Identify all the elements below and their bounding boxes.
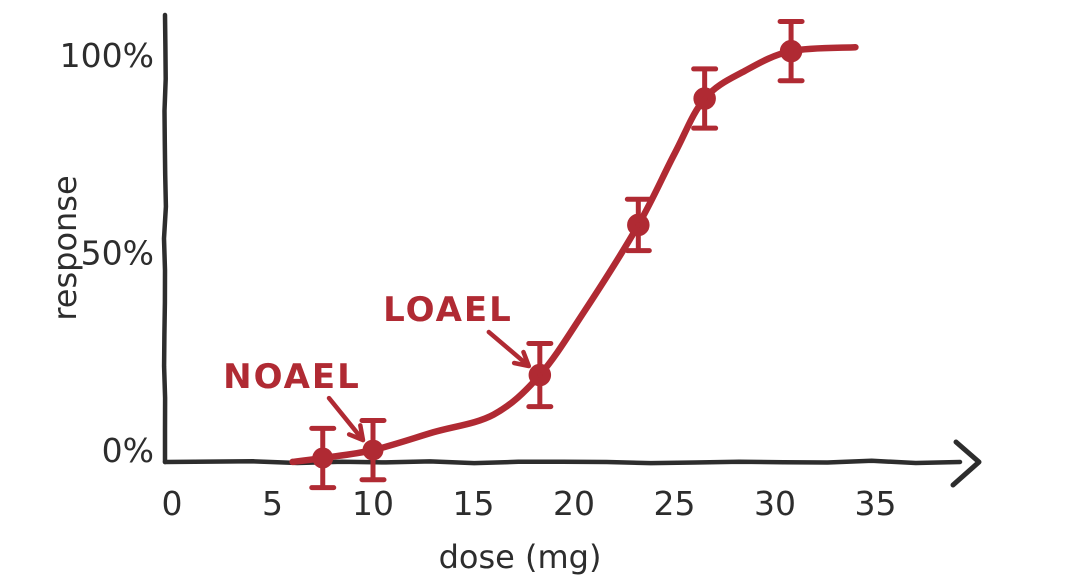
x-tick-label: 15 (453, 484, 495, 523)
noael-label: NOAEL (223, 357, 361, 397)
data-points (312, 39, 803, 469)
y-axis-title: response (46, 175, 84, 320)
y-tick-labels: 0% 50% 100% (60, 36, 154, 470)
error-bar (777, 19, 805, 84)
fit-curve (289, 43, 859, 466)
data-point-marker (362, 439, 384, 461)
axes (161, 12, 982, 488)
x-tick-label: 5 (262, 484, 283, 523)
data-point-marker (779, 39, 803, 63)
annotation-loael: LOAEL (383, 290, 532, 369)
x-tick-label: 25 (654, 484, 696, 523)
x-tick-label: 0 (162, 484, 183, 523)
data-point-marker (312, 447, 334, 469)
y-axis (161, 12, 169, 465)
annotation-noael: NOAEL (223, 357, 366, 443)
error-bars (309, 19, 805, 491)
x-axis (162, 458, 963, 466)
loael-arrow-icon (486, 329, 532, 369)
y-tick-label: 50% (81, 234, 154, 273)
x-tick-label: 35 (855, 484, 897, 523)
x-axis-arrowhead-icon (950, 439, 982, 488)
y-tick-label: 0% (102, 431, 154, 470)
data-point-marker (693, 87, 716, 110)
error-bar (624, 196, 652, 254)
x-tick-label: 20 (553, 484, 595, 523)
error-bar (691, 66, 719, 131)
x-tick-label: 10 (352, 484, 394, 523)
x-tick-labels: 0 5 10 15 20 25 30 35 (162, 484, 897, 523)
data-point-marker (627, 213, 650, 237)
x-axis-title: dose (mg) (439, 538, 602, 576)
error-bar (526, 340, 554, 410)
x-tick-label: 30 (754, 484, 796, 523)
loael-label: LOAEL (383, 290, 513, 330)
y-tick-label: 100% (60, 36, 154, 75)
data-point-marker (528, 363, 552, 387)
noael-arrow-icon (326, 395, 366, 443)
